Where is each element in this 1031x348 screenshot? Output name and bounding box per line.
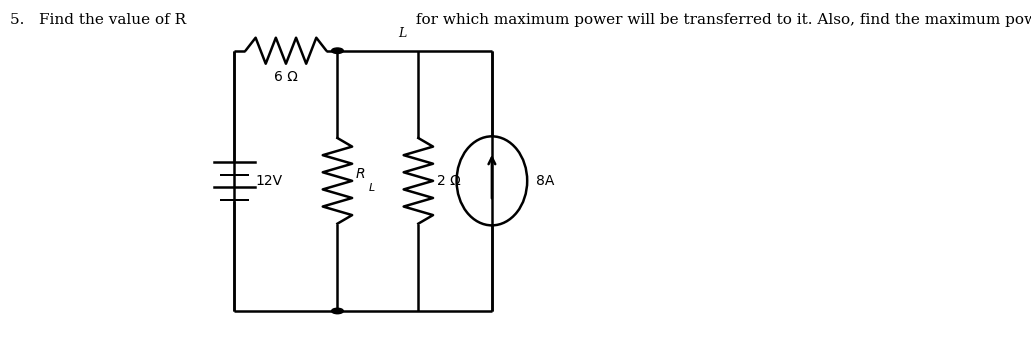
Circle shape — [332, 48, 343, 54]
Text: L: L — [369, 183, 375, 193]
Text: for which maximum power will be transferred to it. Also, find the maximum power.: for which maximum power will be transfer… — [411, 13, 1031, 27]
Text: 6 Ω: 6 Ω — [274, 70, 298, 84]
Text: L: L — [398, 27, 406, 40]
Text: 12V: 12V — [255, 174, 282, 188]
Text: 2 Ω: 2 Ω — [437, 174, 461, 188]
Circle shape — [332, 308, 343, 314]
Text: 5.   Find the value of R: 5. Find the value of R — [10, 13, 187, 27]
Text: 8A: 8A — [536, 174, 555, 188]
Text: R: R — [356, 167, 365, 181]
